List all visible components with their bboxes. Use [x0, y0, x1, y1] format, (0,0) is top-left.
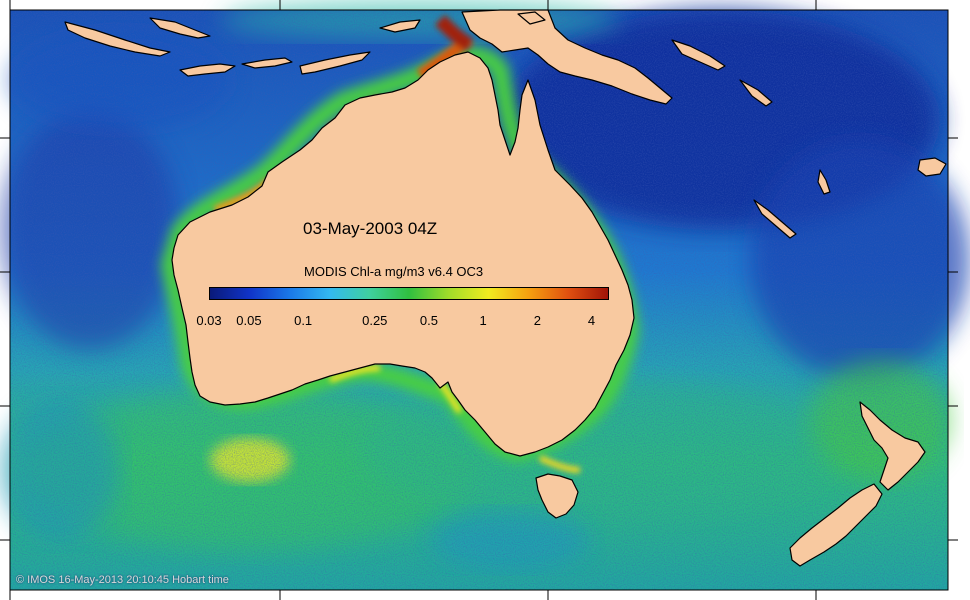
fiji-island	[917, 157, 947, 177]
colorbar-title: MODIS Chl-a mg/m3 v6.4 OC3	[304, 264, 484, 279]
timor-island	[299, 51, 371, 75]
new-zealand-south-landmass	[789, 483, 883, 567]
colorbar-tick-label: 1	[479, 313, 487, 328]
flores-island	[241, 57, 293, 69]
new-britain-island	[671, 39, 726, 71]
colorbar-tick-label: 0.5	[419, 313, 439, 328]
land-masses	[64, 9, 947, 567]
map-border	[9, 9, 949, 591]
java-island	[64, 21, 171, 57]
cape-york-lake	[517, 11, 546, 25]
colorbar	[209, 287, 609, 300]
solomon-islands	[739, 79, 773, 107]
colorbar-tick-label: 0.05	[236, 313, 262, 328]
colorbar-tick-label: 4	[587, 313, 596, 328]
new-guinea-landmass	[461, 9, 673, 105]
new-caledonia-island	[753, 199, 797, 239]
colorbar-tick-label: 0.25	[362, 313, 388, 328]
credit-text: © IMOS 16-May-2013 20:10:45 Hobart time	[16, 574, 229, 586]
colorbar-tick-label: 0.03	[196, 313, 222, 328]
sumbawa-island	[179, 63, 236, 77]
seram-island	[379, 19, 421, 33]
tasmania-landmass	[535, 473, 579, 519]
map-date-label: 03-May-2003 04Z	[303, 219, 438, 238]
colorbar-tick-label: 0.1	[294, 313, 313, 328]
new-zealand-north-landmass	[859, 401, 926, 491]
australia-landmass	[171, 51, 635, 457]
vanuatu-island	[817, 169, 831, 195]
sulawesi-island	[149, 17, 211, 39]
colorbar-tick-label: 2	[533, 313, 541, 328]
